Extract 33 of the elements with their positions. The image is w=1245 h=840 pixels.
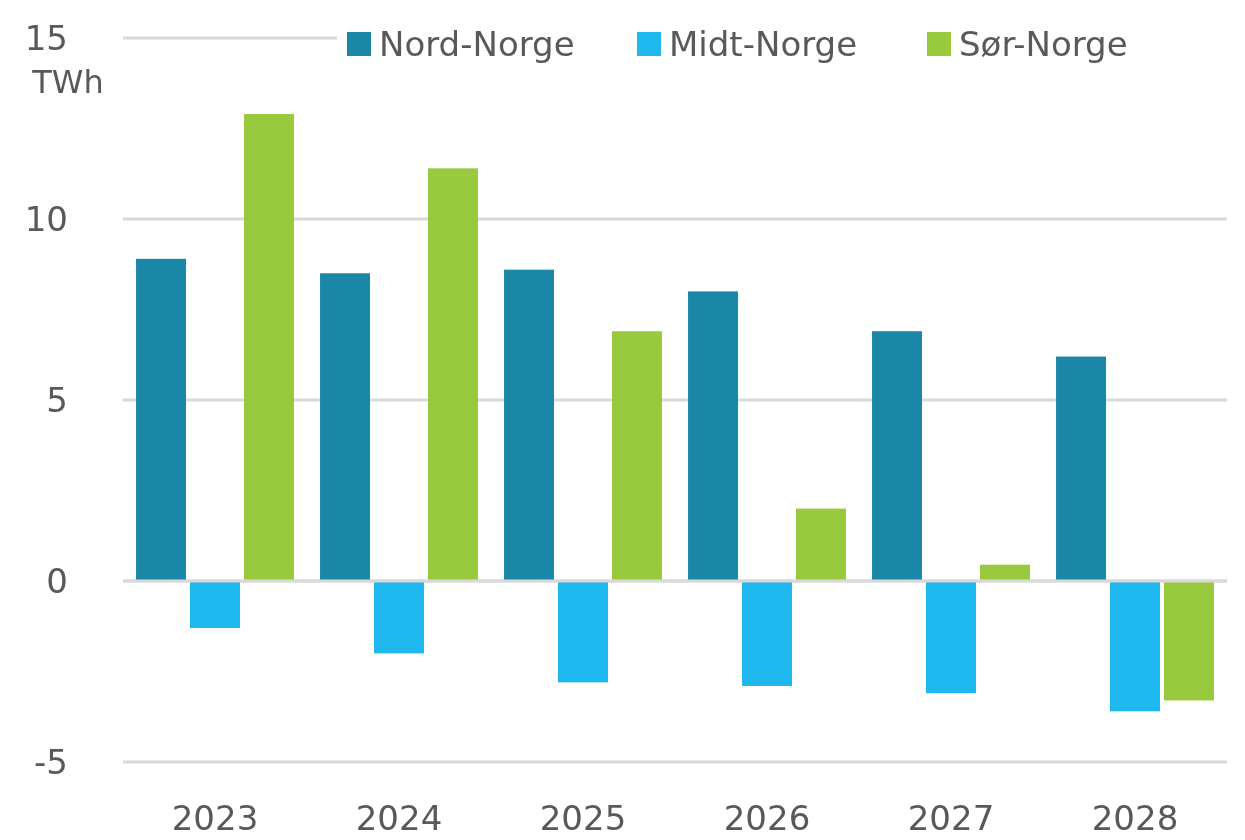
y-tick-label: 0 — [46, 560, 68, 601]
legend-label: Sør-Norge — [959, 23, 1128, 64]
y-tick-label: 15 — [24, 17, 68, 58]
y-axis-title: TWh — [31, 63, 104, 101]
x-tick-label: 2026 — [723, 798, 811, 838]
bar — [1110, 581, 1160, 712]
legend-label: Nord-Norge — [379, 23, 575, 64]
bar — [374, 581, 424, 654]
bar — [872, 331, 923, 581]
y-tick-label: -5 — [34, 741, 68, 782]
bar — [190, 581, 240, 629]
y-tick-label: 5 — [46, 379, 68, 420]
bar — [979, 564, 1030, 581]
bar — [688, 291, 739, 581]
bar — [558, 581, 608, 683]
bar — [926, 581, 976, 694]
x-tick-label: 2028 — [1091, 798, 1179, 838]
bar — [1163, 581, 1214, 701]
bar — [742, 581, 792, 686]
x-tick-label: 2023 — [171, 798, 259, 838]
y-tick-label: 10 — [24, 198, 68, 239]
bar — [243, 114, 294, 581]
legend-label: Midt-Norge — [669, 23, 858, 64]
bar — [611, 331, 662, 581]
bar — [1056, 356, 1107, 581]
bar — [795, 508, 846, 581]
bar — [136, 258, 187, 581]
bar — [320, 273, 371, 581]
bar — [504, 269, 555, 581]
x-tick-label: 2025 — [539, 798, 627, 838]
x-tick-label: 2027 — [907, 798, 995, 838]
x-tick-label: 2024 — [355, 798, 443, 838]
bar — [427, 168, 478, 581]
